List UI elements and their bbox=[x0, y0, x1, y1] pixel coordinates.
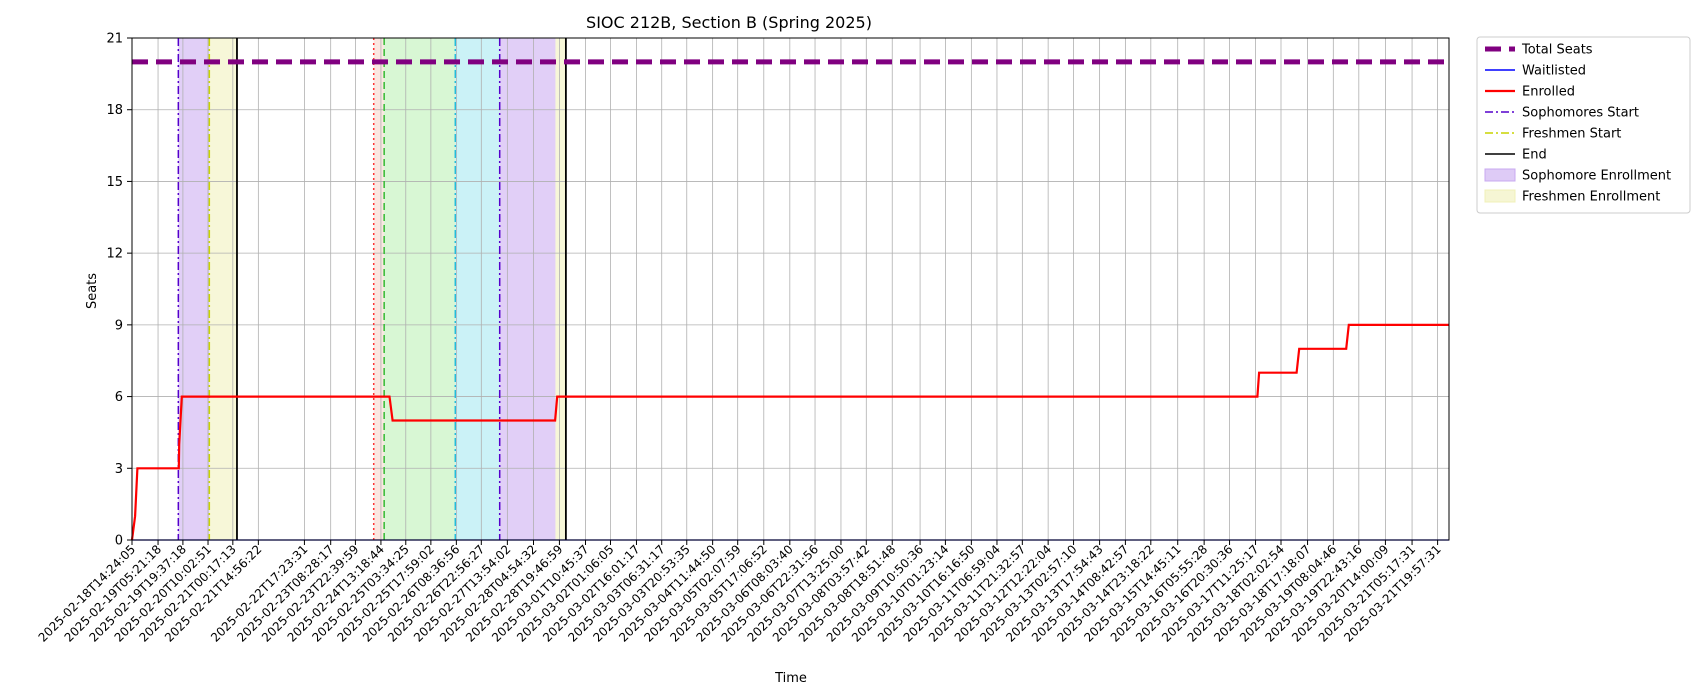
legend-swatch bbox=[1484, 168, 1516, 182]
x-axis-label: Time bbox=[774, 671, 807, 686]
y-tick-label: 0 bbox=[115, 534, 123, 549]
legend-label: Freshmen Enrollment bbox=[1522, 190, 1660, 205]
plot-area: 0 3 6 9 12 15 18 21 2025-02-18T14:24:052025-02-1… bbox=[36, 32, 1450, 645]
y-tick-label: 12 bbox=[106, 247, 123, 262]
legend-label: Sophomore Enrollment bbox=[1522, 169, 1671, 184]
series-line-enrolled bbox=[130, 323, 1449, 541]
legend-swatch bbox=[1484, 189, 1516, 203]
band-period-6 bbox=[499, 38, 556, 540]
legend-item-sophomores-start: Sophomores Start bbox=[1485, 106, 1639, 121]
x-axis: 2025-02-18T14:24:052025-02-19T05:21:1820… bbox=[36, 540, 1444, 645]
grid-lines bbox=[131, 37, 1449, 541]
band-period-5 bbox=[455, 38, 500, 540]
y-axis: 0 3 6 9 12 15 18 21 bbox=[106, 32, 132, 549]
plot-frame bbox=[131, 37, 1450, 541]
legend-item-total-seats: Total Seats bbox=[1485, 43, 1593, 58]
legend-item-waitlisted: Waitlisted bbox=[1485, 64, 1586, 79]
y-tick-label: 21 bbox=[106, 32, 123, 47]
legend-item-freshmen-start: Freshmen Start bbox=[1485, 127, 1621, 142]
chart-title: SIOC 212B, Section B (Spring 2025) bbox=[586, 13, 872, 32]
legend-item-enrolled: Enrolled bbox=[1485, 85, 1575, 100]
y-tick-label: 18 bbox=[106, 103, 123, 118]
legend: Total Seats Waitlisted Enrolled Sophomores … bbox=[1476, 36, 1691, 214]
legend-item-end: End bbox=[1485, 148, 1547, 163]
legend-item-freshmen-enrollment: Freshmen Enrollment bbox=[1484, 189, 1660, 205]
legend-box bbox=[1476, 36, 1691, 214]
legend-label: Waitlisted bbox=[1522, 64, 1586, 79]
legend-label: Freshmen Start bbox=[1522, 127, 1621, 142]
y-tick-label: 3 bbox=[115, 462, 123, 477]
y-tick-label: 6 bbox=[115, 390, 123, 405]
y-tick-label: 15 bbox=[106, 175, 123, 190]
band-sophomore-enrollment bbox=[178, 38, 210, 540]
legend-label: Sophomores Start bbox=[1522, 106, 1639, 121]
legend-label: Enrolled bbox=[1522, 85, 1575, 100]
y-tick-label: 9 bbox=[115, 318, 123, 333]
band-period-4 bbox=[384, 38, 456, 540]
band-period-3 bbox=[373, 38, 385, 540]
band-freshmen-enrollment bbox=[209, 38, 237, 540]
y-axis-label: Seats bbox=[85, 273, 100, 309]
legend-item-sophomore-enrollment: Sophomore Enrollment bbox=[1484, 168, 1671, 184]
legend-label: End bbox=[1522, 148, 1547, 163]
band-period-7 bbox=[555, 38, 566, 540]
legend-label: Total Seats bbox=[1521, 43, 1593, 58]
